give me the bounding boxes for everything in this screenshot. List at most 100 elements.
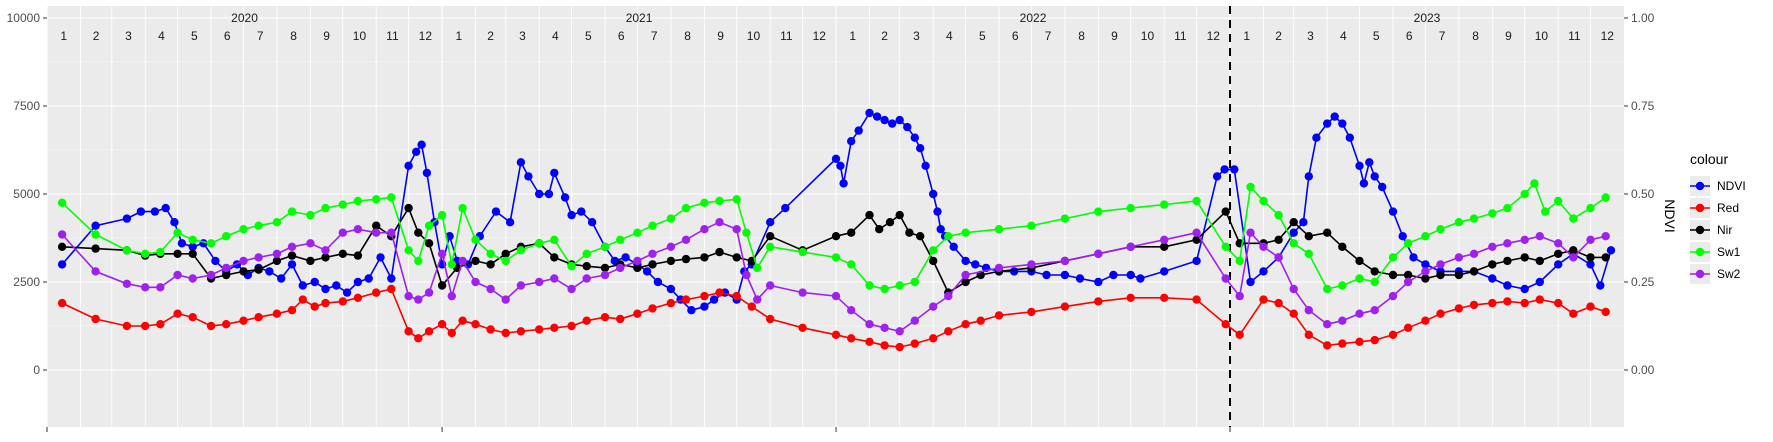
series-sw1 (57, 179, 1610, 294)
data-point (1330, 112, 1339, 121)
data-point (1586, 235, 1595, 244)
data-point (486, 260, 495, 269)
data-point (1403, 277, 1413, 287)
data-point (1454, 218, 1464, 227)
month-label: 1 (1243, 29, 1250, 43)
data-point (404, 246, 413, 255)
data-point (414, 295, 423, 304)
data-point (1503, 203, 1512, 213)
data-point (847, 137, 856, 146)
data-point (1355, 309, 1364, 318)
data-point (353, 251, 363, 260)
data-point (298, 295, 307, 304)
data-point (836, 161, 845, 170)
month-label: 2 (487, 29, 494, 43)
month-label: 3 (519, 29, 526, 43)
year-label: 2021 (626, 11, 653, 25)
data-point (501, 328, 510, 338)
data-point (516, 246, 526, 255)
data-point (437, 281, 447, 290)
month-label: 6 (618, 29, 625, 43)
data-point (1235, 330, 1244, 339)
data-point (364, 274, 373, 283)
data-point (715, 288, 724, 297)
data-point (1569, 246, 1578, 255)
data-point (188, 313, 197, 322)
data-point (1403, 270, 1413, 280)
data-point (1289, 228, 1298, 237)
data-point (865, 210, 874, 220)
data-point (875, 225, 884, 234)
data-point (277, 274, 286, 283)
data-point (516, 327, 526, 336)
data-point (1569, 309, 1578, 318)
data-point (1586, 302, 1595, 311)
data-point (666, 242, 676, 251)
data-point (412, 147, 421, 156)
year-label: 2023 (1414, 11, 1441, 25)
data-point (535, 325, 544, 334)
legend: colour NDVI Red Nir Sw1 Sw2 (1686, 151, 1758, 288)
data-point (505, 218, 515, 227)
data-point (122, 279, 132, 288)
month-label: 10 (353, 29, 367, 43)
month-label: 11 (1568, 29, 1581, 43)
month-label: 2 (881, 29, 888, 43)
month-label: 8 (1472, 29, 1479, 43)
data-point (141, 283, 150, 292)
data-point (747, 302, 756, 311)
data-point (905, 228, 914, 237)
data-point (587, 218, 597, 227)
data-point (1259, 242, 1268, 251)
data-point (949, 242, 958, 251)
data-point (872, 112, 882, 121)
data-point (766, 281, 775, 290)
legend-item-sw2: Sw2 (1690, 264, 1741, 284)
data-point (1535, 232, 1545, 241)
data-point (1192, 196, 1201, 206)
data-point (206, 270, 216, 280)
data-point (1192, 228, 1201, 237)
data-point (865, 320, 874, 329)
data-point (1370, 306, 1379, 315)
data-point (865, 281, 874, 290)
data-point (1259, 267, 1268, 276)
data-point (206, 239, 216, 248)
data-point (156, 320, 165, 329)
data-point (1554, 298, 1563, 308)
data-point (910, 316, 919, 325)
data-point (1503, 256, 1512, 266)
data-point (1235, 256, 1244, 266)
data-point (445, 232, 454, 241)
data-point (321, 246, 330, 255)
data-point (173, 270, 182, 280)
data-point (1094, 207, 1103, 216)
data-point (616, 235, 625, 244)
data-point (1345, 133, 1355, 142)
data-point (535, 189, 544, 199)
data-point (173, 249, 182, 258)
data-point (1042, 270, 1051, 280)
data-point (414, 334, 423, 343)
legend-label: Sw1 (1717, 245, 1741, 259)
data-point (895, 210, 904, 220)
data-point (600, 313, 610, 322)
data-point (616, 314, 625, 324)
month-label: 7 (651, 29, 658, 43)
data-point (188, 242, 197, 251)
data-point (321, 203, 330, 213)
data-point (424, 239, 434, 248)
data-point (1488, 242, 1497, 251)
month-label: 3 (1307, 29, 1314, 43)
legend-item-sw1: Sw1 (1690, 242, 1741, 262)
month-label: 7 (257, 29, 264, 43)
data-point (535, 277, 544, 287)
month-label: 3 (913, 29, 920, 43)
month-label: 5 (979, 29, 986, 43)
data-point (1535, 277, 1545, 287)
data-point (1192, 235, 1201, 244)
data-point (600, 242, 610, 251)
data-point (1469, 214, 1479, 223)
data-point (437, 210, 447, 220)
